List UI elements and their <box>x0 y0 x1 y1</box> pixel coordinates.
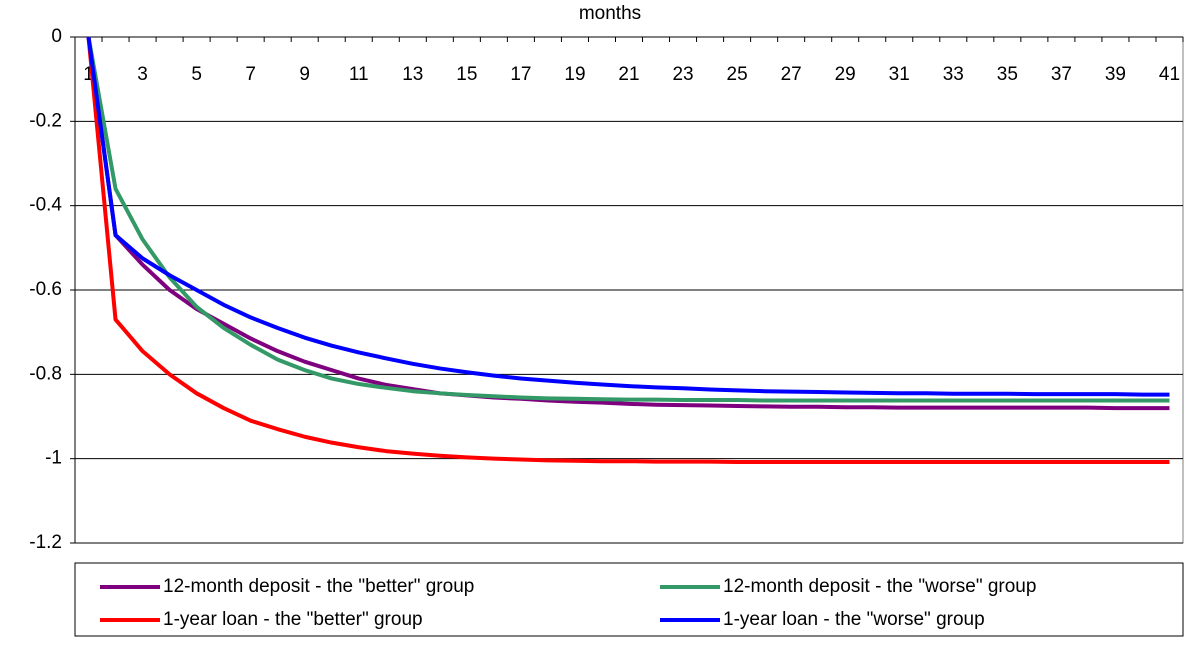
x-tick-label: 21 <box>618 64 639 85</box>
x-tick-label: 9 <box>299 64 310 85</box>
series-line <box>86 36 1170 465</box>
y-tick-label: -0.4 <box>29 195 62 216</box>
x-tick-label: 3 <box>137 64 148 85</box>
legend-label: 12-month deposit - the "better" group <box>163 576 474 597</box>
series-line <box>86 36 1170 397</box>
x-tick-label: 33 <box>943 64 964 85</box>
x-tick-label: 35 <box>997 64 1018 85</box>
y-tick-label: 0 <box>51 26 62 47</box>
x-tick-label: 19 <box>564 64 585 85</box>
x-tick-label: 37 <box>1051 64 1072 85</box>
x-tick-label: 41 <box>1159 64 1180 85</box>
x-axis-title: months <box>579 3 641 24</box>
x-tick-label: 25 <box>727 64 748 85</box>
x-tick-label: 23 <box>672 64 693 85</box>
series-line <box>86 36 1170 411</box>
x-tick-label: 7 <box>245 64 256 85</box>
x-tick-label: 39 <box>1105 64 1126 85</box>
x-tick-label: 29 <box>835 64 856 85</box>
x-tick-label: 27 <box>781 64 802 85</box>
y-tick-label: -0.8 <box>29 363 62 384</box>
legend-label: 12-month deposit - the "worse" group <box>723 576 1036 597</box>
x-tick-label: 31 <box>889 64 910 85</box>
y-tick-label: -0.2 <box>29 110 62 131</box>
x-tick-label: 5 <box>191 64 202 85</box>
series-line <box>86 36 1170 403</box>
x-tick-label: 11 <box>349 64 369 85</box>
legend-label: 1-year loan - the "worse" group <box>723 609 985 630</box>
legend-label: 1-year loan - the "better" group <box>163 609 423 630</box>
y-tick-label: -0.6 <box>29 279 62 300</box>
y-tick-label: -1.2 <box>29 532 62 553</box>
x-tick-label: 1 <box>83 64 94 85</box>
y-tick-label: -1 <box>45 448 62 469</box>
legend-box <box>74 562 1184 637</box>
x-tick-label: 13 <box>402 64 423 85</box>
x-tick-label: 15 <box>456 64 477 85</box>
x-tick-label: 17 <box>510 64 531 85</box>
